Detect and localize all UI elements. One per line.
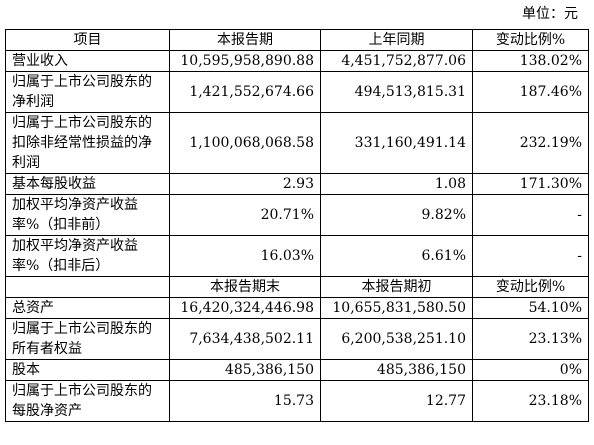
row-label: 总资产 — [5, 297, 170, 319]
row-current: 16.03% — [169, 235, 321, 277]
table-row: 归属于上市公司股东的所有者权益 7,634,438,502.11 6,200,5… — [5, 318, 589, 360]
row-prior: 331,160,491.14 — [320, 112, 473, 174]
row-change: 0% — [472, 359, 589, 381]
row-prior: 1.08 — [320, 173, 473, 195]
table-subheader-row: 本报告期末 本报告期初 变动比例% — [5, 276, 589, 298]
row-current: 1,421,552,674.66 — [169, 71, 321, 113]
row-change: 54.10% — [472, 297, 589, 319]
row-change: - — [472, 194, 589, 236]
row-label: 归属于上市公司股东的所有者权益 — [5, 318, 170, 360]
row-current: 485,386,150 — [169, 359, 321, 381]
row-prior: 494,513,815.31 — [320, 71, 473, 113]
row-prior: 10,655,831,580.50 — [320, 297, 473, 319]
row-change: 138.02% — [472, 50, 589, 72]
table-row: 归属于上市公司股东的每股净资产 15.73 12.77 23.18% — [5, 380, 589, 422]
subheader-item — [5, 276, 170, 298]
unit-label: 单位：元 — [522, 6, 578, 22]
row-label: 归属于上市公司股东的净利润 — [5, 71, 170, 113]
subheader-period-end: 本报告期末 — [169, 276, 321, 298]
row-label: 加权平均净资产收益率%（扣非后） — [5, 235, 170, 277]
row-label: 归属于上市公司股东的扣除非经常性损益的净利润 — [5, 112, 170, 174]
subheader-period-start: 本报告期初 — [320, 276, 473, 298]
row-current: 1,100,068,068.58 — [169, 112, 321, 174]
table-header-row: 项目 本报告期 上年同期 变动比例% — [5, 29, 589, 51]
header-item: 项目 — [5, 29, 170, 51]
table-row: 股本 485,386,150 485,386,150 0% — [5, 359, 589, 381]
row-label: 归属于上市公司股东的每股净资产 — [5, 380, 170, 422]
row-change: 23.13% — [472, 318, 589, 360]
row-prior: 12.77 — [320, 380, 473, 422]
row-label: 营业收入 — [5, 50, 170, 72]
table-row: 归属于上市公司股东的扣除非经常性损益的净利润 1,100,068,068.58 … — [5, 112, 589, 174]
row-change: - — [472, 235, 589, 277]
financial-summary-table: 项目 本报告期 上年同期 变动比例% 营业收入 10,595,958,890.8… — [5, 29, 589, 422]
row-prior: 6.61% — [320, 235, 473, 277]
row-prior: 9.82% — [320, 194, 473, 236]
row-change: 232.19% — [472, 112, 589, 174]
table-row: 加权平均净资产收益率%（扣非后） 16.03% 6.61% - — [5, 235, 589, 277]
table-row: 基本每股收益 2.93 1.08 171.30% — [5, 173, 589, 195]
table-row: 总资产 16,420,324,446.98 10,655,831,580.50 … — [5, 297, 589, 319]
row-prior: 6,200,538,251.10 — [320, 318, 473, 360]
header-change-pct: 变动比例% — [472, 29, 589, 51]
row-current: 15.73 — [169, 380, 321, 422]
row-change: 23.18% — [472, 380, 589, 422]
subheader-change-pct: 变动比例% — [472, 276, 589, 298]
row-prior: 485,386,150 — [320, 359, 473, 381]
table-row: 归属于上市公司股东的净利润 1,421,552,674.66 494,513,8… — [5, 71, 589, 113]
row-prior: 4,451,752,877.06 — [320, 50, 473, 72]
row-label: 股本 — [5, 359, 170, 381]
header-current-period: 本报告期 — [169, 29, 321, 51]
row-current: 20.71% — [169, 194, 321, 236]
row-current: 16,420,324,446.98 — [169, 297, 321, 319]
row-label: 基本每股收益 — [5, 173, 170, 195]
header-prior-period: 上年同期 — [320, 29, 473, 51]
row-change: 187.46% — [472, 71, 589, 113]
row-current: 2.93 — [169, 173, 321, 195]
row-change: 171.30% — [472, 173, 589, 195]
row-current: 7,634,438,502.11 — [169, 318, 321, 360]
table-row: 营业收入 10,595,958,890.88 4,451,752,877.06 … — [5, 50, 589, 72]
row-current: 10,595,958,890.88 — [169, 50, 321, 72]
table-row: 加权平均净资产收益率%（扣非前） 20.71% 9.82% - — [5, 194, 589, 236]
row-label: 加权平均净资产收益率%（扣非前） — [5, 194, 170, 236]
